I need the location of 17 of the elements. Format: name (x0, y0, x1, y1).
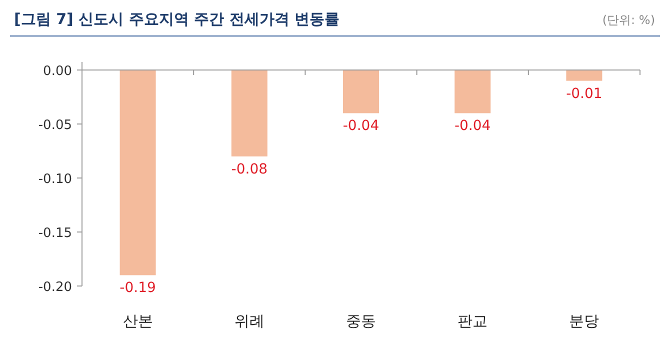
y-tick-label: 0.00 (43, 64, 72, 79)
y-tick-label: -0.15 (38, 226, 72, 241)
data-label: -0.04 (342, 118, 380, 134)
data-label: -0.19 (120, 280, 156, 296)
text: (단위: %) (602, 13, 655, 27)
y-tick-label: -0.10 (38, 172, 72, 187)
data-label: -0.04 (454, 118, 491, 134)
y-tick-label: -0.20 (38, 280, 72, 295)
x-tick-label: 중동 (346, 312, 376, 330)
x-tick-label: 판교 (458, 312, 488, 330)
data-label: -0.08 (231, 161, 268, 178)
data-label: -0.01 (566, 86, 602, 102)
y-tick-label: -0.05 (38, 118, 72, 133)
x-tick-label: 위례 (234, 312, 264, 330)
x-tick-label: 산본 (122, 312, 153, 330)
x-tick-label: 분당 (569, 312, 600, 330)
chart-title: [그림 7] 신도시 주요지역 주간 전세가격 변동률 (14, 10, 340, 28)
